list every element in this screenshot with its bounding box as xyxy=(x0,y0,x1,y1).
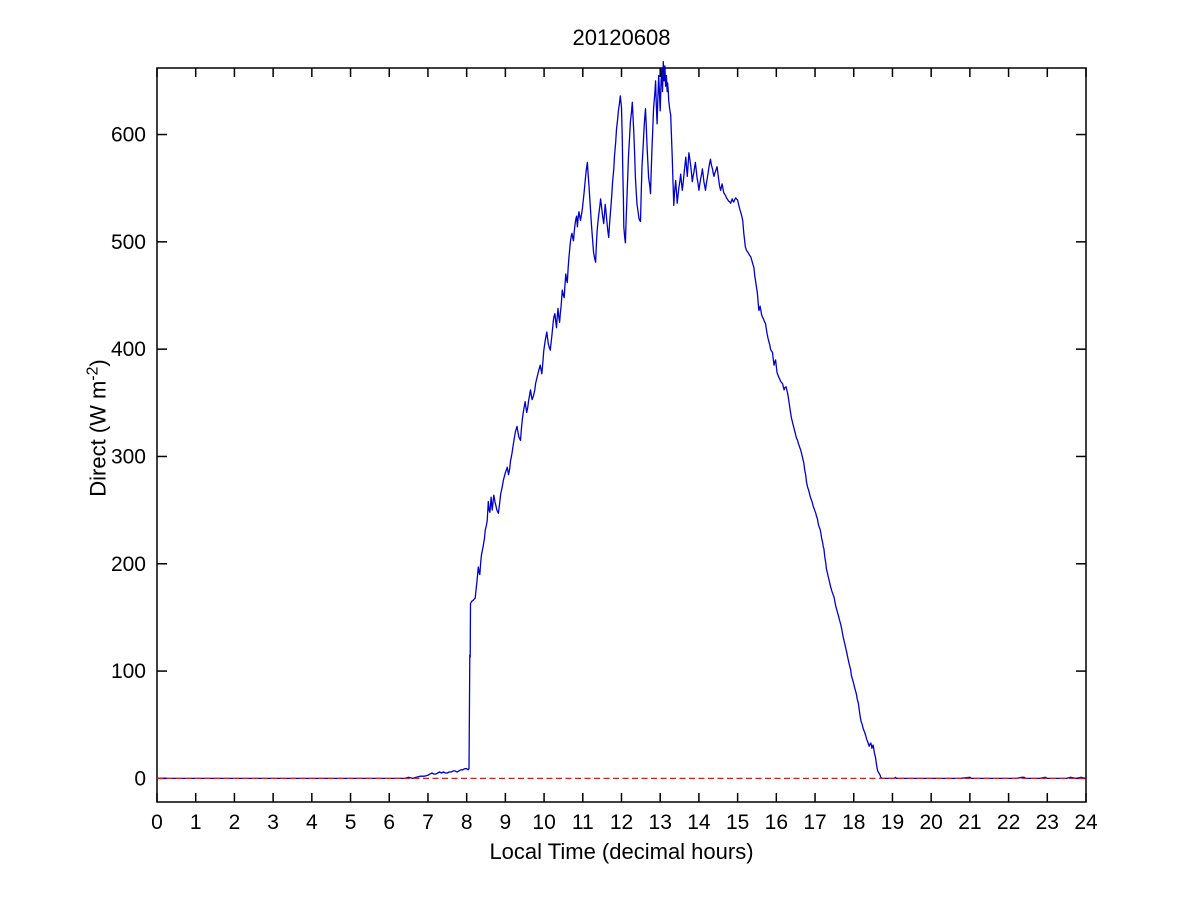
x-tick-label: 21 xyxy=(958,811,981,834)
y-tick-label: 600 xyxy=(111,124,146,147)
x-tick-label: 7 xyxy=(422,811,434,834)
y-tick-label: 500 xyxy=(111,231,146,254)
y-axis-label-superscript: -2 xyxy=(84,366,102,381)
y-tick-label: 0 xyxy=(134,767,146,790)
y-axis-label-text: Direct (W m xyxy=(85,380,111,497)
x-tick-label: 17 xyxy=(803,811,826,834)
series-direct-irradiance xyxy=(157,60,1087,780)
x-tick-label: 8 xyxy=(461,811,473,834)
x-tick-label: 1 xyxy=(190,811,202,834)
x-tick-label: 23 xyxy=(1036,811,1059,834)
x-tick-label: 6 xyxy=(383,811,395,834)
chart-title: 20120608 xyxy=(572,25,671,50)
x-tick-label: 11 xyxy=(572,811,594,834)
x-tick-label: 12 xyxy=(610,811,633,834)
x-tick-label: 4 xyxy=(306,811,318,834)
x-tick-label: 2 xyxy=(229,811,241,834)
x-tick-label: 5 xyxy=(345,811,357,834)
y-tick-label: 100 xyxy=(111,660,146,683)
x-tick-label: 22 xyxy=(997,811,1020,834)
y-tick-label: 400 xyxy=(111,338,146,361)
x-tick-label: 3 xyxy=(267,811,279,834)
y-axis-label: Direct (W m-2) xyxy=(79,359,112,497)
x-tick-label: 14 xyxy=(687,811,711,834)
x-tick-label: 0 xyxy=(151,811,163,834)
x-tick-label: 15 xyxy=(726,811,749,834)
x-tick-label: 19 xyxy=(881,811,904,834)
x-tick-label: 10 xyxy=(532,811,555,834)
x-tick-label: 18 xyxy=(842,811,865,834)
y-tick-label: 200 xyxy=(111,553,146,576)
y-axis-label-close: ) xyxy=(85,359,111,367)
x-tick-label: 13 xyxy=(649,811,672,834)
x-tick-label: 16 xyxy=(765,811,788,834)
axes-box xyxy=(156,67,1087,803)
y-tick-label: 300 xyxy=(111,445,146,468)
x-tick-label: 9 xyxy=(500,811,512,834)
x-tick-label: 24 xyxy=(1074,811,1098,834)
x-tick-label: 20 xyxy=(919,811,942,834)
x-axis-label: Local Time (decimal hours) xyxy=(489,839,754,864)
